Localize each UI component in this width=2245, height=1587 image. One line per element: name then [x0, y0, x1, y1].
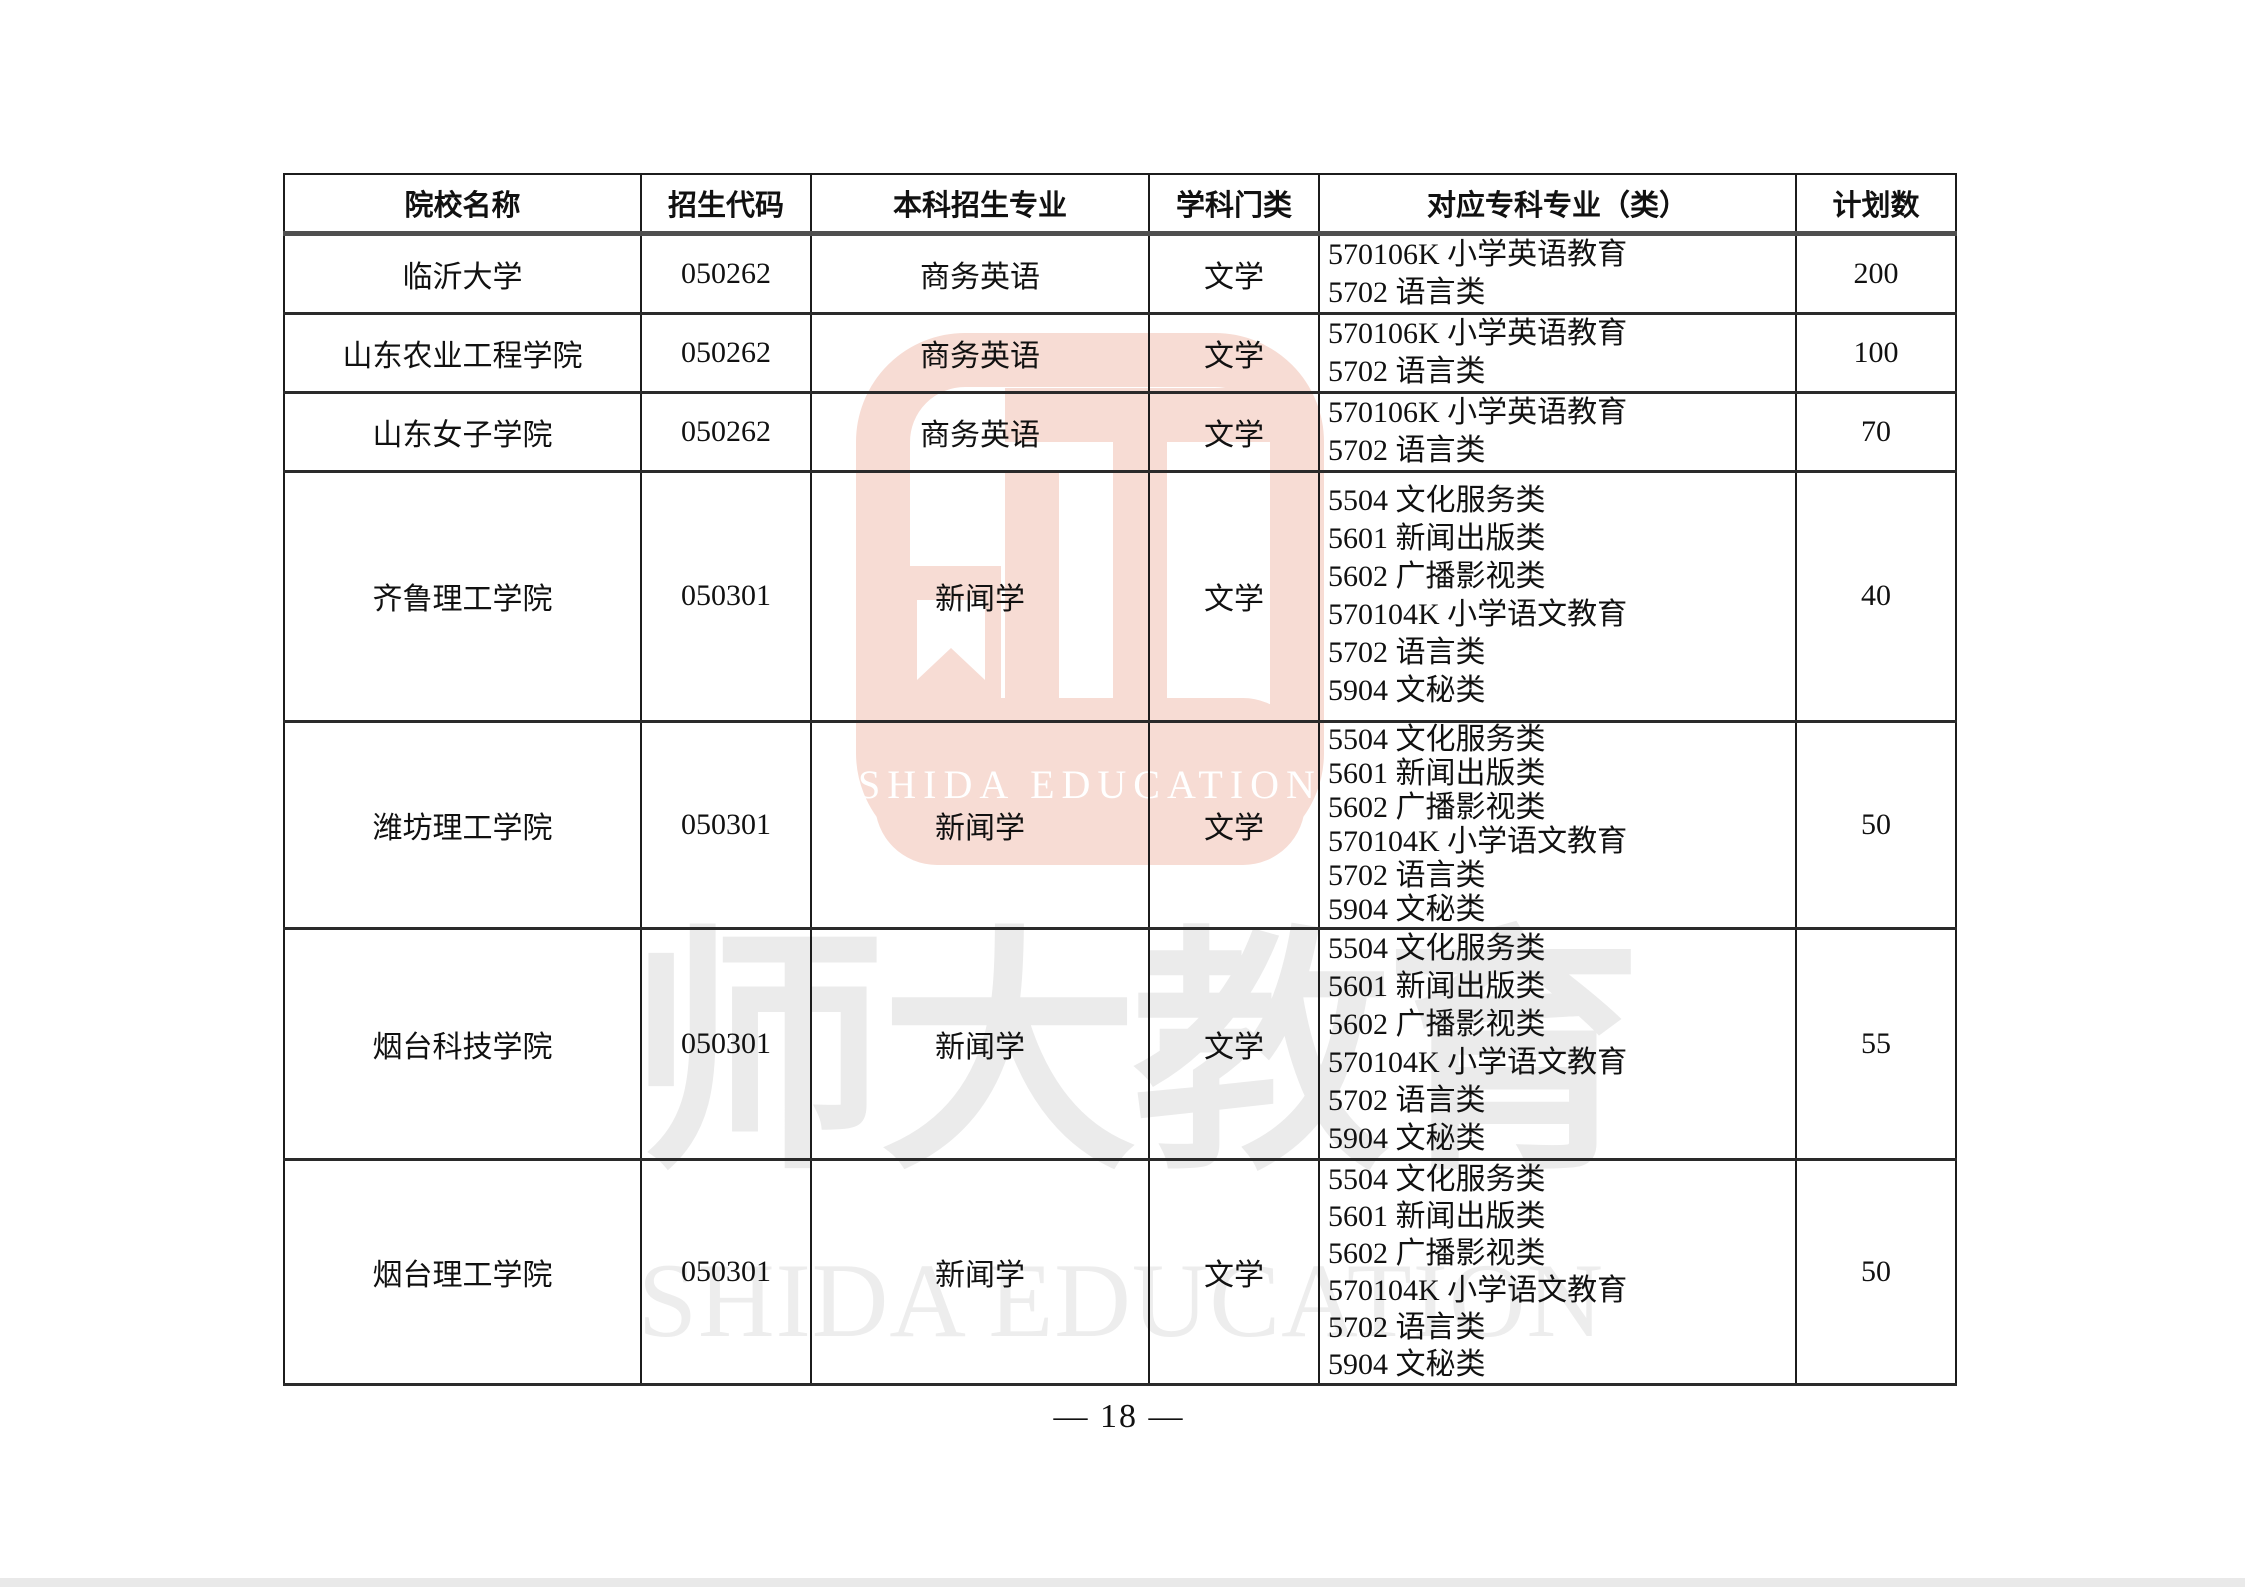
code-cell: 050301: [640, 469, 812, 723]
vocational-majors-cell: 5504 文化服务类 5601 新闻出版类 5602 广播影视类 570104K…: [1318, 926, 1797, 1161]
plan-cell: 50: [1795, 1157, 1957, 1386]
category-cell: 文学: [1148, 719, 1320, 930]
category-cell: 文学: [1148, 926, 1320, 1161]
table-row: 临沂大学 050262 商务英语 文学 570106K 小学英语教育 5702 …: [283, 231, 1957, 315]
vocational-majors-cell: 570106K 小学英语教育 5702 语言类: [1318, 311, 1797, 394]
page-bottom-edge: [0, 1578, 2245, 1587]
header-plan: 计划数: [1795, 173, 1957, 236]
vocational-majors-cell: 5504 文化服务类 5601 新闻出版类 5602 广播影视类 570104K…: [1318, 719, 1797, 930]
plan-cell: 70: [1795, 390, 1957, 473]
table-row: 山东农业工程学院 050262 商务英语 文学 570106K 小学英语教育 5…: [283, 311, 1957, 394]
table-row: 烟台科技学院 050301 新闻学 文学 5504 文化服务类 5601 新闻出…: [283, 926, 1957, 1161]
code-cell: 050262: [640, 311, 812, 394]
category-cell: 文学: [1148, 231, 1320, 315]
code-cell: 050301: [640, 719, 812, 930]
header-category: 学科门类: [1148, 173, 1320, 236]
major-cell: 商务英语: [810, 390, 1150, 473]
major-cell: 新闻学: [810, 926, 1150, 1161]
college-cell: 临沂大学: [283, 231, 642, 315]
college-cell: 山东农业工程学院: [283, 311, 642, 394]
vocational-majors-cell: 5504 文化服务类 5601 新闻出版类 5602 广播影视类 570104K…: [1318, 1157, 1797, 1386]
category-cell: 文学: [1148, 390, 1320, 473]
vocational-majors-cell: 5504 文化服务类 5601 新闻出版类 5602 广播影视类 570104K…: [1318, 469, 1797, 723]
major-cell: 商务英语: [810, 311, 1150, 394]
category-cell: 文学: [1148, 311, 1320, 394]
college-cell: 烟台理工学院: [283, 1157, 642, 1386]
header-vocational: 对应专科专业（类）: [1318, 173, 1797, 236]
plan-cell: 200: [1795, 231, 1957, 315]
header-code: 招生代码: [640, 173, 812, 236]
vocational-majors-cell: 570106K 小学英语教育 5702 语言类: [1318, 390, 1797, 473]
header-major: 本科招生专业: [810, 173, 1150, 236]
plan-cell: 55: [1795, 926, 1957, 1161]
code-cell: 050301: [640, 1157, 812, 1386]
table-row: 烟台理工学院 050301 新闻学 文学 5504 文化服务类 5601 新闻出…: [283, 1157, 1957, 1386]
major-cell: 新闻学: [810, 469, 1150, 723]
code-cell: 050301: [640, 926, 812, 1161]
plan-cell: 100: [1795, 311, 1957, 394]
category-cell: 文学: [1148, 1157, 1320, 1386]
college-cell: 潍坊理工学院: [283, 719, 642, 930]
category-cell: 文学: [1148, 469, 1320, 723]
header-college: 院校名称: [283, 173, 642, 236]
table-header-row: 院校名称 招生代码 本科招生专业 学科门类 对应专科专业（类） 计划数: [283, 173, 1957, 236]
table-row: 齐鲁理工学院 050301 新闻学 文学 5504 文化服务类 5601 新闻出…: [283, 469, 1957, 723]
page-number: — 18 —: [1053, 1398, 1185, 1435]
major-cell: 新闻学: [810, 719, 1150, 930]
plan-cell: 40: [1795, 469, 1957, 723]
major-cell: 商务英语: [810, 231, 1150, 315]
code-cell: 050262: [640, 231, 812, 315]
admission-plan-table: 院校名称 招生代码 本科招生专业 学科门类 对应专科专业（类） 计划数 临沂大学…: [283, 173, 1957, 1386]
table-row: 山东女子学院 050262 商务英语 文学 570106K 小学英语教育 570…: [283, 390, 1957, 473]
table-row: 潍坊理工学院 050301 新闻学 文学 5504 文化服务类 5601 新闻出…: [283, 719, 1957, 930]
major-cell: 新闻学: [810, 1157, 1150, 1386]
college-cell: 烟台科技学院: [283, 926, 642, 1161]
college-cell: 齐鲁理工学院: [283, 469, 642, 723]
code-cell: 050262: [640, 390, 812, 473]
college-cell: 山东女子学院: [283, 390, 642, 473]
vocational-majors-cell: 570106K 小学英语教育 5702 语言类: [1318, 231, 1797, 315]
plan-cell: 50: [1795, 719, 1957, 930]
